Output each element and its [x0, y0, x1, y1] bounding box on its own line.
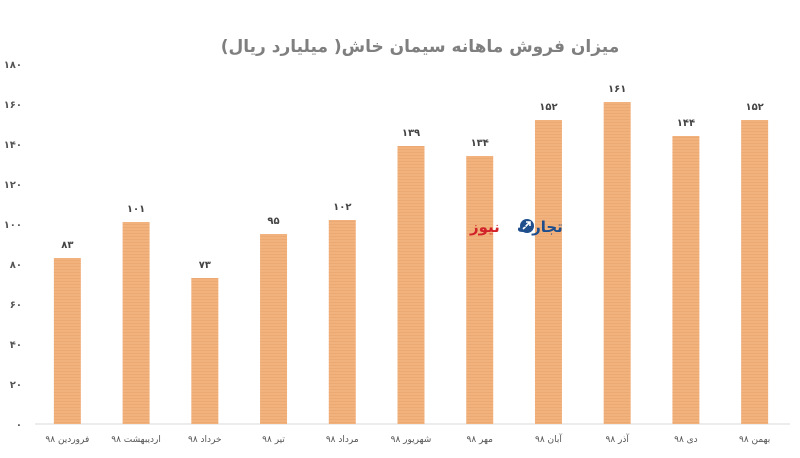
data-label: ۱۴۴: [677, 118, 695, 129]
data-label: ۹۵: [267, 216, 279, 227]
bar: [672, 136, 700, 424]
y-tick-label: ۱۴۰: [4, 140, 22, 151]
y-tick-label: ۲۰: [10, 380, 22, 391]
data-label: ۸۳: [61, 240, 73, 251]
x-tick-label: فروردین ۹۸: [45, 435, 89, 445]
data-label: ۱۰۱: [127, 204, 145, 215]
y-tick-label: ۱۶۰: [4, 100, 22, 111]
data-label: ۱۳۹: [402, 128, 420, 139]
bars: ۸۳ فروردین ۹۸ ۱۰۱ اردیبهشت ۹۸ ۷۳ خرداد ۹۸ ۹۵ تی…: [45, 84, 770, 445]
y-tick-label: ۱۸۰: [4, 60, 22, 71]
data-label: ۱۵۲: [539, 102, 557, 113]
data-label: ۱۵۲: [745, 102, 763, 113]
bar: [534, 120, 562, 424]
chart-title: میزان فروش ماهانه سیمان خاش( میلیارد ریا…: [221, 37, 620, 57]
x-tick-label: مرداد ۹۸: [326, 435, 359, 445]
y-tick-label: ۱۰۰: [4, 220, 22, 231]
x-tick-label: آبان ۹۸: [535, 433, 562, 445]
x-tick-label: مهر ۹۸: [466, 435, 493, 445]
x-tick-label: اردیبهشت ۹۸: [111, 435, 161, 445]
bar: [741, 120, 769, 424]
y-tick-label: ۱۲۰: [4, 180, 22, 191]
bar: [466, 156, 494, 424]
y-tick-label: ۴۰: [10, 340, 22, 351]
y-axis: ۰ ۲۰ ۴۰ ۶۰ ۸۰ ۱۰۰ ۱۲۰ ۱۴۰ ۱۶۰ ۱۸۰: [4, 60, 22, 431]
data-label: ۱۰۲: [333, 202, 351, 213]
bar: [191, 278, 219, 424]
y-tick-label: ۰: [16, 420, 22, 431]
bar: [122, 222, 150, 424]
x-tick-label: شهریور ۹۸: [391, 435, 432, 445]
bar: [260, 234, 288, 424]
data-label: ۱۳۴: [471, 138, 489, 149]
y-tick-label: ۸۰: [10, 260, 22, 271]
x-tick-label: تیر ۹۸: [262, 435, 285, 445]
bar: [397, 146, 425, 424]
data-label: ۱۶۱: [608, 84, 626, 95]
x-tick-label: خرداد ۹۸: [188, 435, 222, 445]
data-label: ۷۳: [199, 260, 211, 271]
x-tick-label: دی ۹۸: [674, 435, 698, 445]
x-tick-label: آذر ۹۸: [605, 433, 629, 445]
watermark-text-tejarat: تجارت: [517, 218, 563, 236]
watermark-logo: تجارت نیوز: [469, 218, 563, 236]
bar: [328, 220, 356, 424]
bar: [603, 102, 631, 424]
y-tick-label: ۶۰: [10, 300, 22, 311]
watermark-text-news: نیوز: [469, 218, 500, 236]
x-tick-label: بهمن ۹۸: [739, 435, 770, 445]
bar: [53, 258, 81, 424]
